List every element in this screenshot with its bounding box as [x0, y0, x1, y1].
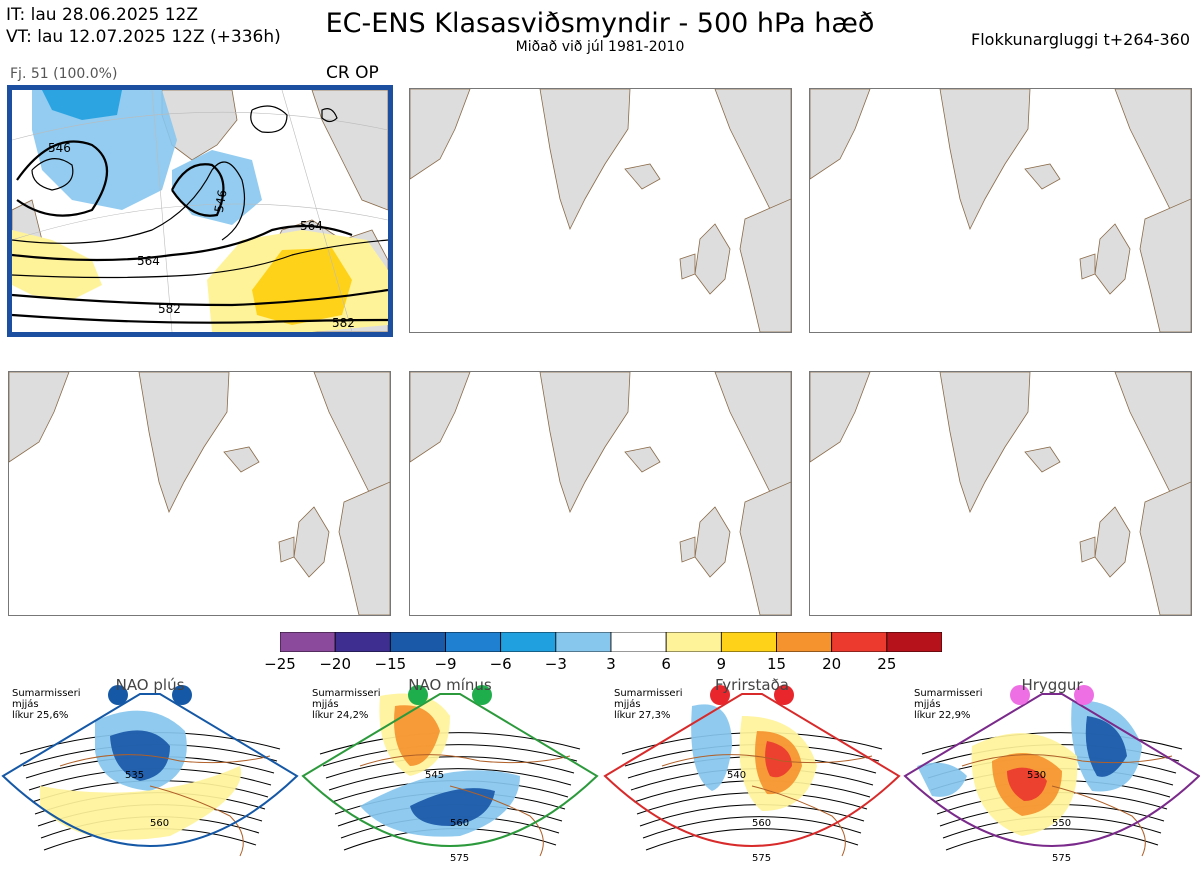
contour-label: 564	[137, 254, 160, 268]
colorbar-swatch	[500, 631, 557, 653]
regime-title: Fyrirstaða	[715, 676, 789, 694]
colorbar-swatch	[831, 631, 888, 653]
contour-label: 546	[212, 189, 230, 214]
colorbar-swatch	[720, 631, 777, 653]
initial-time: IT: lau 28.06.2025 12Z	[6, 5, 198, 25]
colorbar-tick-label: −15	[374, 655, 407, 673]
regime-contour-label: 560	[150, 818, 169, 829]
regime-contour-label: 575	[1052, 853, 1071, 864]
colorbar-swatch	[776, 631, 833, 653]
regime-marker-dot	[408, 685, 428, 705]
colorbar-tick-label: −20	[319, 655, 351, 673]
regime-note-line: Sumarmisseri	[312, 688, 381, 699]
regime-panel[interactable]: 540 560 575	[602, 676, 902, 871]
regime-contour-label: 560	[450, 818, 469, 829]
cluster-map-5[interactable]	[409, 371, 792, 616]
regime-note-line: mjjás	[312, 699, 339, 710]
colorbar-swatch	[389, 631, 446, 653]
regime-panel[interactable]: 545 560 575	[300, 676, 600, 871]
colorbar-tick-label: −25	[264, 655, 296, 673]
regime-note-line: mjjás	[12, 699, 39, 710]
cluster-member-count: Fj. 51 (100.0%)	[10, 66, 118, 82]
regime-marker-dot	[774, 685, 794, 705]
colorbar-tick-label: 9	[716, 655, 727, 673]
colorbar-tick-label: 6	[661, 655, 671, 673]
regime-note-line: líkur 22,9%	[914, 710, 971, 721]
classification-window: Flokkunargluggi t+264-360	[971, 30, 1190, 49]
regime-note-line: Sumarmisseri	[914, 688, 983, 699]
cluster-map-2[interactable]	[409, 88, 792, 333]
contour-label: 582	[332, 316, 355, 330]
regime-note-line: Sumarmisseri	[614, 688, 683, 699]
colorbar-swatch	[555, 631, 612, 653]
regime-title: NAO plús	[115, 676, 185, 694]
colorbar	[279, 631, 943, 653]
contour-label: 582	[158, 302, 181, 316]
colorbar-tick-label: −9	[434, 655, 457, 673]
colorbar-swatch	[886, 631, 943, 653]
regime-marker-dot	[472, 685, 492, 705]
regime-note-line: líkur 25,6%	[12, 710, 69, 721]
colorbar-tick-label: 20	[822, 655, 842, 673]
regime-contour-label: 535	[125, 770, 144, 781]
regime-contour-label: 530	[1027, 770, 1046, 781]
regime-note: Sumarmisseri mjjás líkur 22,9%	[914, 688, 982, 721]
colorbar-swatch	[665, 631, 722, 653]
colorbar-tick-label: 3	[606, 655, 616, 673]
regime-marker-dot	[1010, 685, 1030, 705]
cluster-label: CR OP	[326, 63, 379, 83]
regime-title: Hryggur	[1021, 676, 1083, 694]
cluster-map-3[interactable]	[809, 88, 1192, 333]
page-title: EC-ENS Klasasviðsmyndir - 500 hPa hæð	[325, 8, 875, 39]
regime-panel[interactable]: 530 550 575	[902, 676, 1200, 871]
regime-contour-label: 545	[425, 770, 444, 781]
contour-label: 546	[48, 141, 71, 155]
regime-marker-dot	[108, 685, 128, 705]
regime-contour-label: 560	[752, 818, 771, 829]
colorbar-swatch	[445, 631, 502, 653]
regime-contour-label: 575	[752, 853, 771, 864]
colorbar-swatch	[279, 631, 336, 653]
cluster-map-1[interactable]: 546 546 564 564 582 582	[7, 85, 393, 337]
colorbar-tick-label: −3	[544, 655, 567, 673]
contour-label: 564	[300, 219, 323, 233]
regime-note-line: mjjás	[614, 699, 641, 710]
regime-marker-dot	[172, 685, 192, 705]
valid-time: VT: lau 12.07.2025 12Z (+336h)	[6, 27, 281, 47]
regime-marker-dot	[1074, 685, 1094, 705]
cluster-map-6[interactable]	[809, 371, 1192, 616]
colorbar-swatch	[334, 631, 391, 653]
regime-note-line: líkur 27,3%	[614, 710, 671, 721]
regime-marker-dot	[710, 685, 730, 705]
regime-note: Sumarmisseri mjjás líkur 27,3%	[614, 688, 682, 721]
regime-note-line: Sumarmisseri	[12, 688, 81, 699]
colorbar-swatch	[610, 631, 667, 653]
regime-note: Sumarmisseri mjjás líkur 24,2%	[312, 688, 380, 721]
cluster-map-4[interactable]	[8, 371, 391, 616]
header-info: IT: lau 28.06.2025 12Z VT: lau 12.07.202…	[6, 4, 281, 48]
colorbar-tick-label: 15	[766, 655, 787, 673]
colorbar-tick-label: 25	[877, 655, 897, 673]
regime-title: NAO mínus	[408, 676, 492, 694]
regime-contour-label: 575	[450, 853, 469, 864]
regime-contour-label: 550	[1052, 818, 1071, 829]
page-subtitle: Miðað við júl 1981-2010	[515, 39, 685, 55]
regime-panel[interactable]: 535 560	[0, 676, 300, 871]
regime-contour-label: 540	[727, 770, 746, 781]
regime-note-line: mjjás	[914, 699, 941, 710]
regime-note-line: líkur 24,2%	[312, 710, 369, 721]
colorbar-tick-label: −6	[489, 655, 512, 673]
regime-note: Sumarmisseri mjjás líkur 25,6%	[12, 688, 80, 721]
